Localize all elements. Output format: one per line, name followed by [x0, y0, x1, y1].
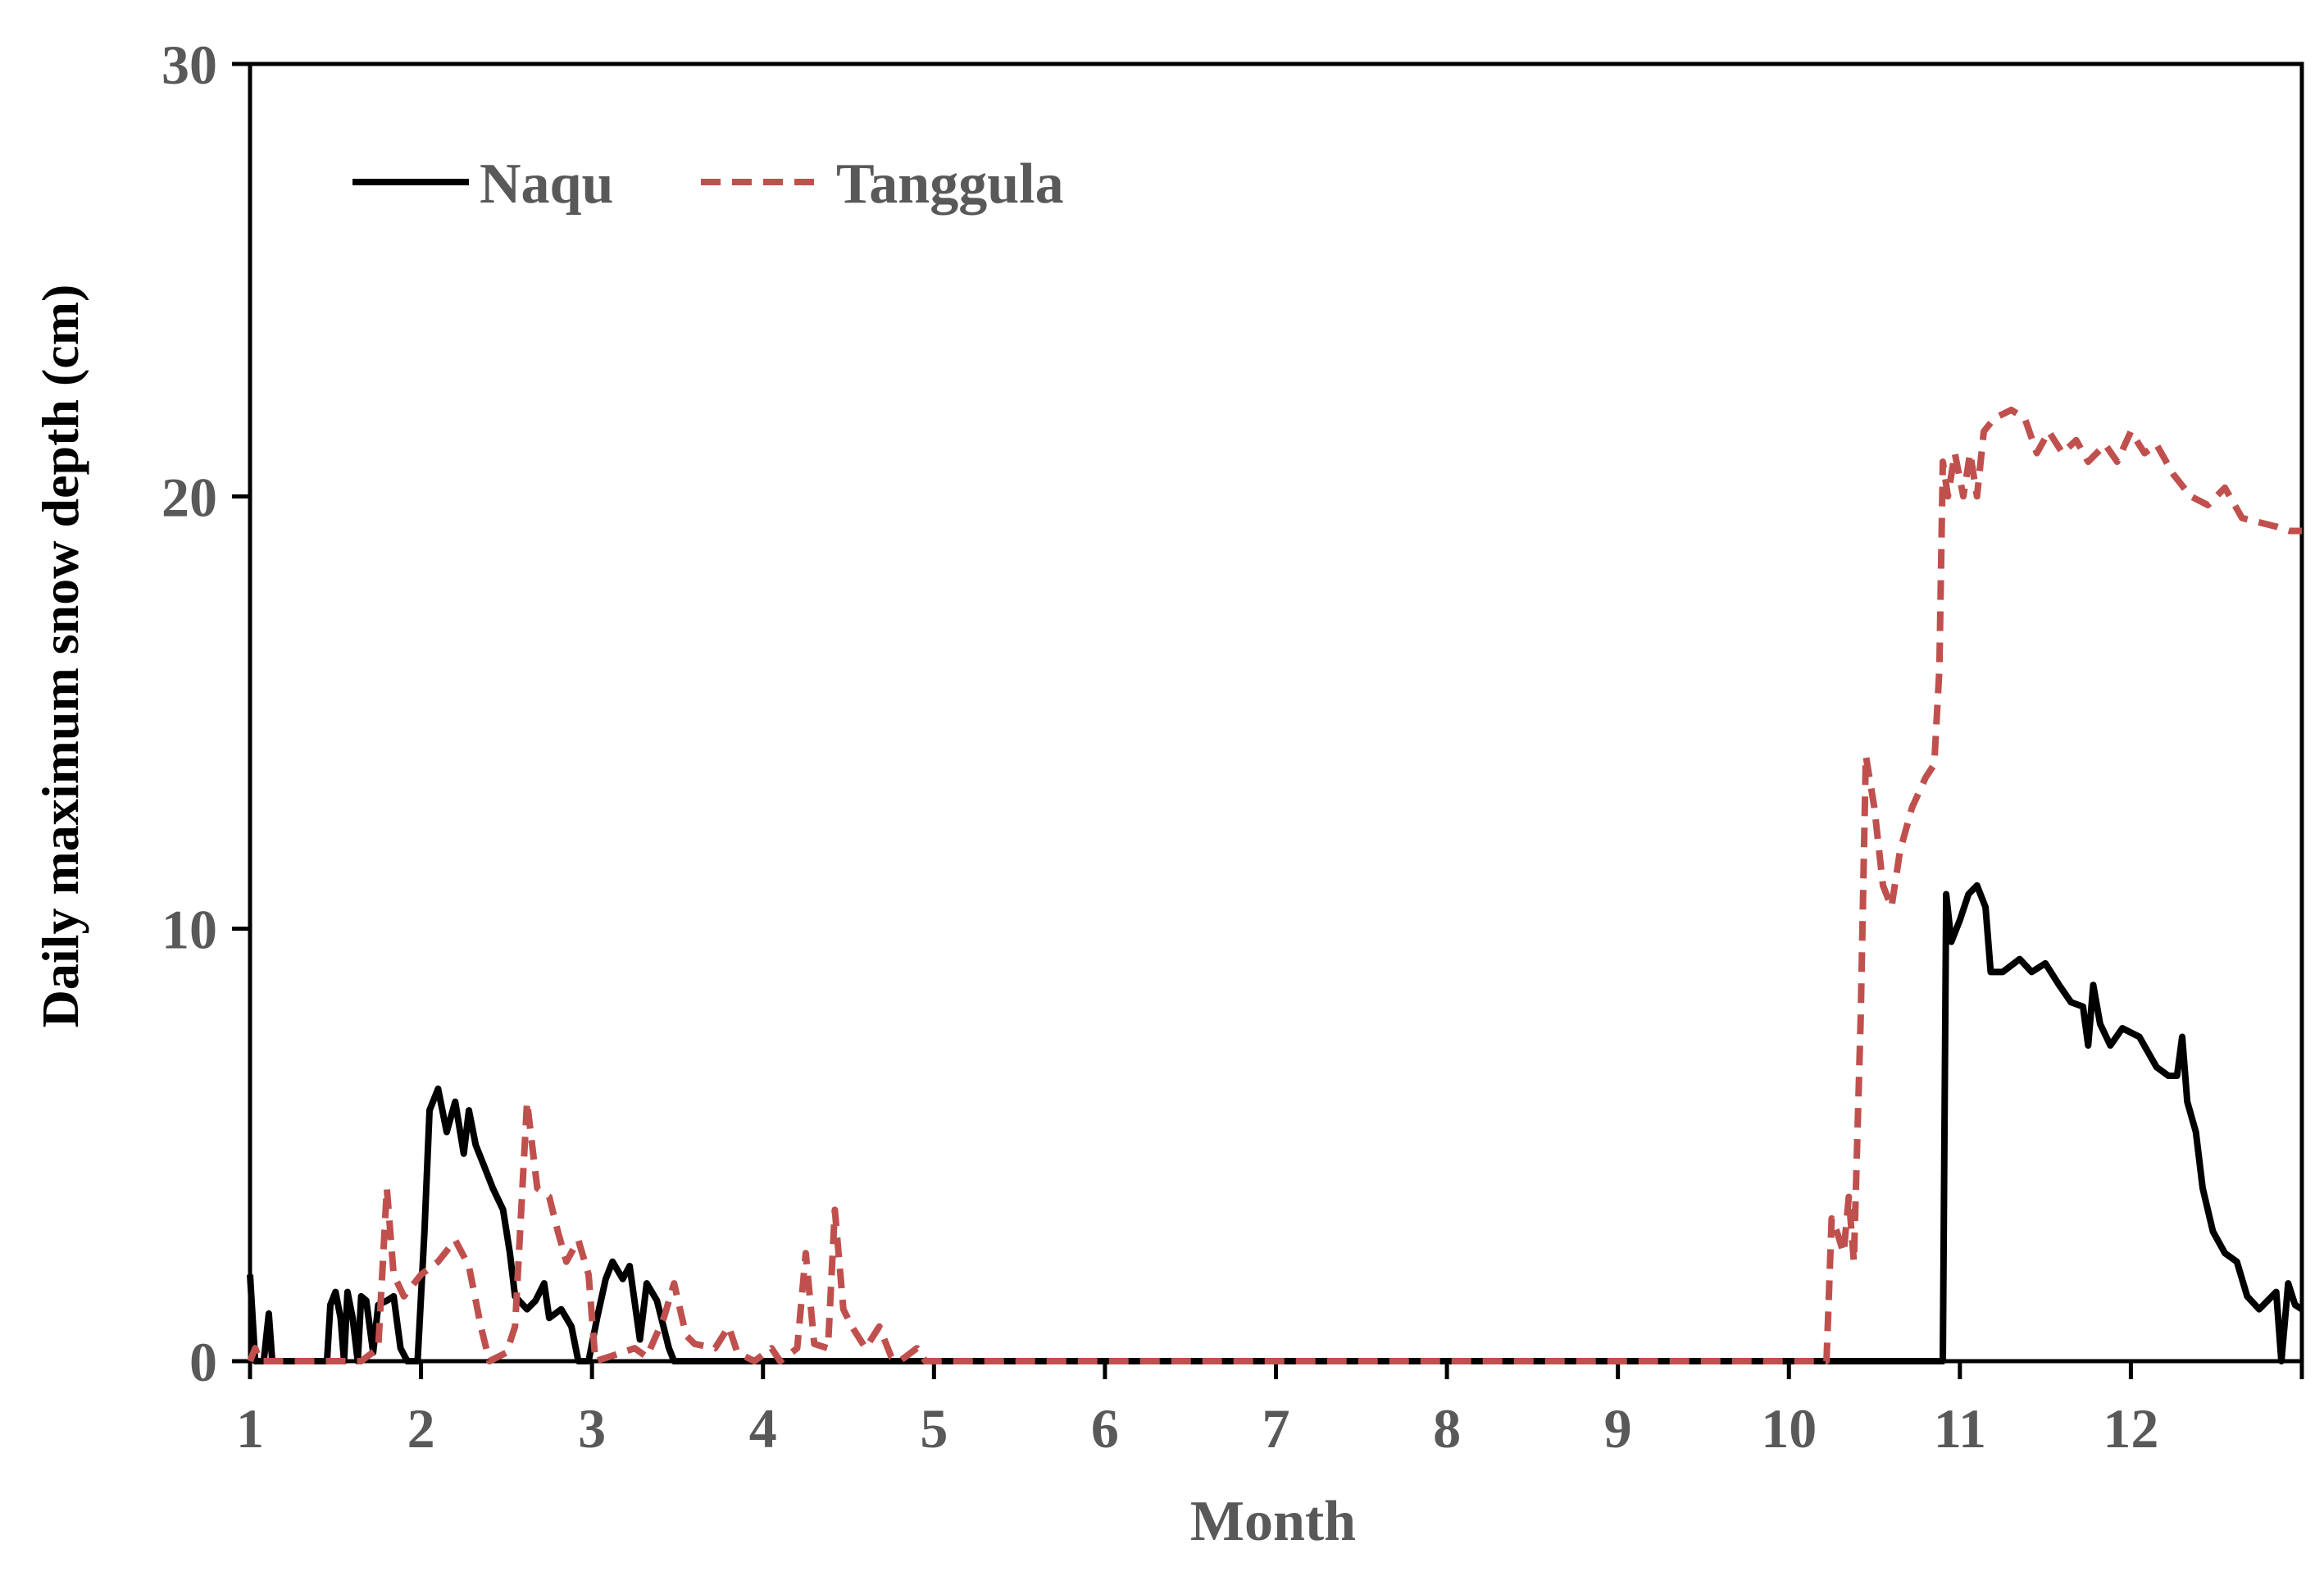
y-axis: 0 10 20 30: [161, 34, 250, 1393]
plot-border: [248, 61, 2304, 1364]
legend-label-tanggula: Tanggula: [836, 153, 1064, 216]
series-line-tanggula: [247, 406, 2302, 1364]
x-tick-label: 1: [236, 1397, 264, 1460]
x-tick-label: 12: [2103, 1397, 2158, 1460]
x-tick-label: 4: [749, 1397, 777, 1460]
y-axis-title: Daily maximum snow depth (cm): [31, 285, 89, 1028]
legend: Naqu Tanggula: [352, 153, 1064, 216]
x-tick-label: 9: [1604, 1397, 1632, 1460]
x-tick-label: 3: [578, 1397, 606, 1460]
x-tick-label: 2: [407, 1397, 435, 1460]
plot-area: [248, 61, 2304, 1364]
x-tick-label: 8: [1433, 1397, 1461, 1460]
y-tick-label: 20: [161, 466, 217, 528]
x-tick-label: 11: [1934, 1397, 1986, 1460]
series-layer: [247, 406, 2304, 1364]
x-tick-label: 5: [920, 1397, 948, 1460]
y-tick-label: 10: [161, 899, 217, 961]
series-line-naqu: [247, 881, 2304, 1364]
x-tick-label: 10: [1761, 1397, 1817, 1460]
x-axis: 1 2 3 4 5 6 7 8 9 10 11 12: [236, 1361, 2304, 1460]
x-tick-label: 6: [1091, 1397, 1119, 1460]
x-tick-label: 7: [1262, 1397, 1290, 1460]
legend-label-naqu: Naqu: [480, 153, 613, 216]
y-tick-label: 30: [161, 34, 217, 96]
x-axis-title: Month: [1190, 1490, 1356, 1553]
y-tick-label: 0: [189, 1331, 217, 1393]
